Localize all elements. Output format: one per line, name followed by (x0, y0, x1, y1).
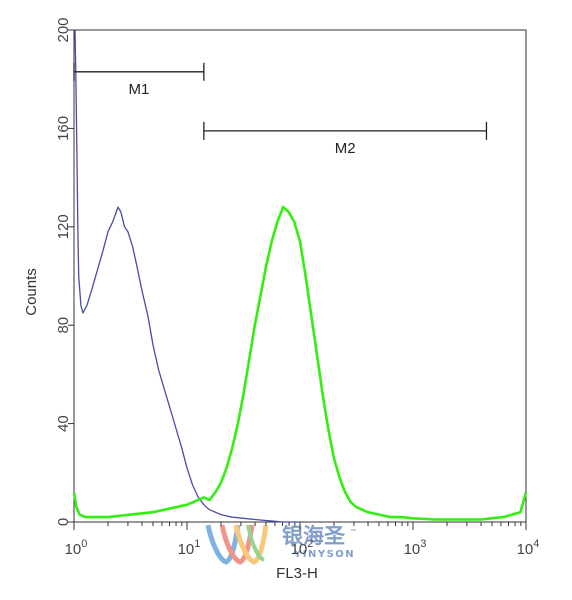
x-axis-title: FL3-H (276, 565, 318, 582)
series-line-2 (72, 205, 528, 521)
plot-frame (73, 29, 527, 523)
gate-label: M2 (335, 140, 356, 157)
watermark-logo: 银海圣 ™ YINYSON (205, 524, 357, 565)
x-tick-label: 104 (517, 538, 540, 558)
series-line-1 (74, 29, 300, 523)
gate-markers: M1 M2 (73, 62, 488, 157)
series-layer (72, 29, 528, 523)
gate-label: M1 (129, 81, 150, 98)
x-tick-label: 100 (65, 538, 88, 558)
watermark-tm: ™ (350, 528, 357, 536)
watermark-logo-icon (205, 524, 269, 565)
y-axis: 0 40 80 120 160 200 (55, 17, 74, 526)
x-tick-label: 103 (404, 538, 427, 558)
gate-marker-m1: M1 (73, 62, 205, 98)
y-tick-label: 120 (55, 214, 72, 239)
gate-marker-m2: M2 (203, 121, 488, 157)
y-tick-label: 80 (55, 317, 72, 334)
watermark-cn: 银海圣 (282, 524, 346, 548)
y-axis-title: Counts (23, 268, 40, 316)
x-tick-label: 102 (291, 538, 314, 558)
y-tick-label: 200 (55, 17, 72, 42)
x-axis: 100 101 102 103 104 (65, 522, 540, 558)
x-tick-label: 101 (178, 538, 201, 558)
y-tick-label: 160 (55, 116, 72, 141)
y-tick-label: 40 (55, 415, 72, 432)
watermark-en: YINYSON (293, 549, 355, 560)
y-tick-label: 0 (55, 518, 72, 526)
